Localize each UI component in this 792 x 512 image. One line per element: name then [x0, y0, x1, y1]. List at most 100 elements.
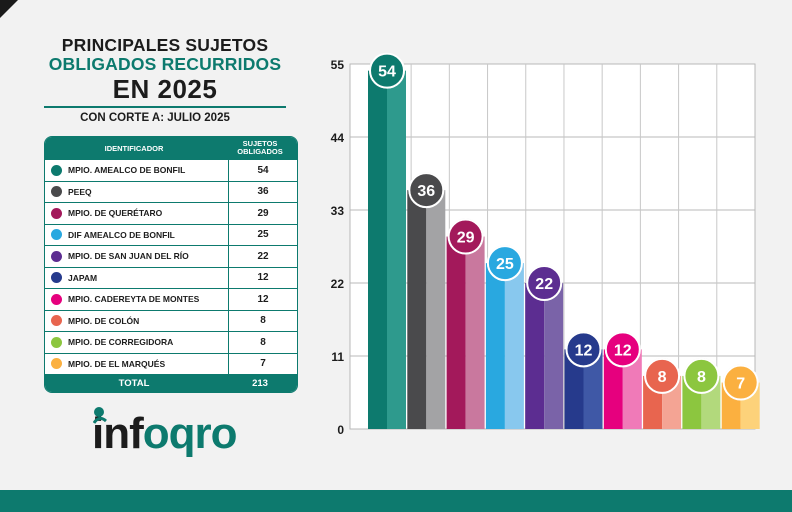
- row-value: 8: [228, 332, 297, 353]
- row-identifier: MPIO. DE CORREGIDORA: [68, 337, 174, 348]
- table-row: PEEQ 36: [45, 180, 297, 202]
- legend-color-dot: [51, 336, 62, 348]
- bar-3: [446, 236, 466, 429]
- total-row: TOTAL 213: [45, 374, 297, 392]
- legend-color-dot: [51, 207, 62, 219]
- row-value: 36: [228, 181, 297, 202]
- table-body: MPIO. AMEALCO DE BONFIL 54 PEEQ 36 MPIO. DE …: [45, 159, 297, 374]
- legend-color-dot: [51, 315, 62, 327]
- row-identifier: MPIO. DE SAN JUAN DEL RÍO: [68, 251, 189, 262]
- corner-decoration: [0, 0, 18, 18]
- row-identifier: DIF AMEALCO DE BONFIL: [68, 229, 175, 240]
- bar-4: [485, 263, 505, 429]
- bar-5: [525, 283, 545, 429]
- value-bubble: [565, 331, 602, 368]
- legend-color-dot: [51, 293, 62, 305]
- title-line-2: OBLIGADOS RECURRIDOS: [48, 54, 282, 74]
- table-row: MPIO. DE QUERÉTARO 29: [45, 202, 297, 224]
- row-value: 22: [228, 246, 297, 267]
- logo-wordmark: infoqro: [92, 404, 238, 464]
- bar-6: [564, 349, 584, 429]
- data-label: 8: [697, 369, 706, 386]
- table-row: DIF AMEALCO DE BONFIL 25: [45, 223, 297, 245]
- y-tick-label: 22: [331, 277, 345, 291]
- data-label: 8: [658, 369, 667, 386]
- bar-7: [603, 349, 623, 429]
- value-bubble: [408, 172, 445, 209]
- table-header: IDENTIFICADOR SUJETOS OBLIGADOS: [45, 137, 297, 159]
- legend-color-dot: [51, 250, 62, 262]
- row-identifier: MPIO. DE QUERÉTARO: [68, 208, 163, 219]
- table-row: MPIO. DE COLÓN 8: [45, 309, 297, 331]
- bar-7-highlight: [622, 349, 642, 429]
- bar-2-highlight: [426, 190, 446, 429]
- value-bubble: [526, 265, 563, 301]
- y-tick-label: 55: [331, 58, 345, 72]
- data-label: 22: [535, 276, 553, 293]
- value-bubble: [722, 364, 759, 401]
- legend-table: IDENTIFICADOR SUJETOS OBLIGADOS MPIO. AM…: [44, 136, 298, 393]
- value-bubble: [447, 218, 484, 255]
- y-tick-label: 33: [331, 204, 345, 218]
- header-subjects: SUJETOS OBLIGADOS: [237, 139, 283, 156]
- infoqro-logo: infoqro: [92, 404, 282, 464]
- row-value: 25: [228, 224, 297, 245]
- table-row: MPIO. DE CORREGIDORA 8: [45, 331, 297, 353]
- title-block: PRINCIPALES SUJETOS OBLIGADOS RECURRIDOS…: [40, 36, 290, 108]
- row-value: 12: [228, 267, 297, 288]
- row-value: 54: [228, 160, 297, 181]
- y-tick-label: 44: [331, 131, 345, 145]
- data-label: 7: [736, 376, 745, 393]
- bar-1-highlight: [387, 70, 406, 430]
- legend-color-dot: [51, 229, 62, 241]
- table-row: MPIO. DE SAN JUAN DEL RÍO 22: [45, 245, 297, 267]
- bar-5-highlight: [544, 283, 564, 429]
- value-bubble: [369, 52, 405, 89]
- bar-chart: 0 11 22 33 44 55 54 36 29 25 22 12 12 8 8 7: [331, 52, 760, 437]
- legend-color-dot: [51, 186, 62, 198]
- bar-4-highlight: [504, 263, 524, 429]
- row-identifier: MPIO. DE EL MARQUÉS: [68, 358, 166, 369]
- row-identifier: PEEQ: [68, 186, 92, 197]
- header-identifier: IDENTIFICADOR: [104, 143, 164, 153]
- title-divider: [44, 106, 286, 108]
- footer-bar: [0, 490, 792, 512]
- row-value: 12: [228, 289, 297, 310]
- row-identifier: MPIO. DE COLÓN: [68, 315, 140, 326]
- total-value: 213: [252, 377, 268, 389]
- cutoff-date: CON CORTE A: JULIO 2025: [80, 112, 230, 124]
- value-bubble: [604, 331, 641, 368]
- table-row: MPIO. DE EL MARQUÉS 7: [45, 352, 297, 374]
- legend-color-dot: [51, 358, 62, 370]
- row-value: 8: [228, 310, 297, 331]
- row-identifier: MPIO. AMEALCO DE BONFIL: [68, 165, 186, 176]
- legend-color-dot: [51, 164, 62, 176]
- data-label: 54: [378, 64, 396, 81]
- value-bubble: [683, 357, 720, 394]
- logo-person-icon: [93, 407, 107, 424]
- table-row: MPIO. AMEALCO DE BONFIL 54: [45, 159, 297, 181]
- total-label: TOTAL: [118, 377, 150, 389]
- bar-2: [407, 190, 427, 429]
- data-label: 25: [496, 256, 514, 273]
- bar-1: [368, 70, 387, 430]
- data-label: 12: [614, 342, 632, 359]
- data-label: 12: [575, 342, 593, 359]
- bar-6-highlight: [583, 349, 603, 429]
- data-label: 36: [417, 183, 435, 200]
- value-bubble: [486, 245, 523, 282]
- title-line-3: EN 2025: [112, 74, 218, 104]
- row-identifier: MPIO. CADEREYTA DE MONTES: [68, 294, 200, 305]
- value-bubble: [644, 357, 681, 394]
- data-label: 29: [457, 230, 475, 247]
- legend-color-dot: [51, 272, 62, 284]
- table-row: JAPAM 12: [45, 266, 297, 288]
- row-value: 29: [228, 203, 297, 224]
- title-line-1: PRINCIPALES SUJETOS: [61, 35, 269, 55]
- bar-3-highlight: [465, 236, 485, 429]
- y-tick-label: 11: [331, 350, 344, 364]
- row-value: 7: [228, 353, 297, 374]
- logo-text-suffix: oqro: [142, 409, 238, 458]
- table-row: MPIO. CADEREYTA DE MONTES 12: [45, 288, 297, 310]
- row-identifier: JAPAM: [68, 272, 98, 283]
